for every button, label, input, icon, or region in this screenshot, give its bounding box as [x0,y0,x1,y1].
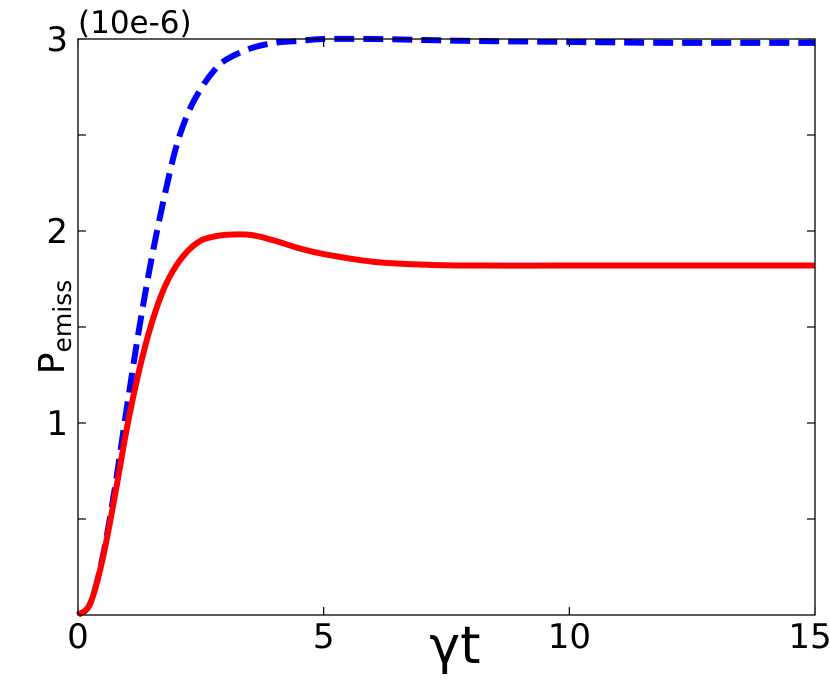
x-tick-label-2: 10 [548,617,591,657]
x-tick-label-3: 15 [788,617,830,657]
x-tick-label-1: 5 [313,617,335,657]
tick-labels-layer: 0 5 10 15 1 2 3 [46,20,830,657]
y-axis-label: Pemiss [32,280,77,374]
scale-label: (10e-6) [78,5,192,41]
y-axis-label-main: P [32,353,73,375]
y-tick-label-2: 3 [46,20,68,60]
y-tick-label-0: 1 [46,404,68,444]
plot-frame [77,38,816,616]
x-axis-label: γt [429,616,480,676]
dashed-series-line-0 [75,35,816,618]
series-layer [75,35,816,618]
solid-series-line-1 [75,231,815,618]
x-tick-label-0: 0 [67,617,89,657]
ticks-layer [77,38,816,615]
y-tick-label-1: 2 [46,212,68,252]
y-axis-label-sub: emiss [48,280,77,353]
